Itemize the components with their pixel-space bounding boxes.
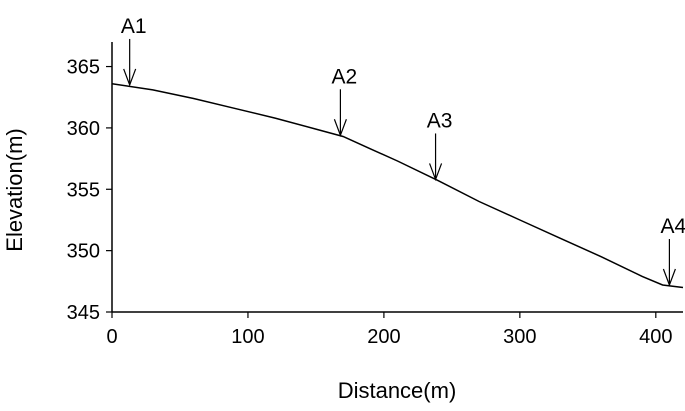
y-tick-label: 365 bbox=[67, 57, 100, 79]
annotation-label: A1 bbox=[121, 15, 147, 38]
annotation-label: A2 bbox=[332, 65, 358, 88]
y-tick-label: 355 bbox=[67, 179, 100, 201]
y-axis-title: Elevation(m) bbox=[2, 128, 27, 251]
axes bbox=[111, 42, 683, 313]
x-tick-label: 400 bbox=[639, 326, 672, 348]
annotation-arrow-head bbox=[333, 119, 347, 137]
annotation-arrow-head bbox=[123, 68, 137, 87]
annotation-layer: A1 A2 A3 A4 bbox=[121, 15, 685, 287]
annotation-a4: A4 bbox=[661, 215, 685, 287]
annotation-a1: A1 bbox=[121, 15, 147, 87]
x-tick-label: 100 bbox=[231, 326, 264, 348]
annotation-label: A4 bbox=[661, 215, 685, 238]
x-axis-title: Distance(m) bbox=[338, 378, 457, 403]
elevation-profile-line bbox=[111, 82, 684, 289]
y-ticks: 345 350 355 360 365 bbox=[67, 57, 112, 324]
y-tick-label: 350 bbox=[67, 241, 100, 263]
x-tick-label: 300 bbox=[503, 326, 536, 348]
x-tick-label: 0 bbox=[106, 326, 117, 348]
y-tick-label: 360 bbox=[67, 118, 100, 140]
x-tick-label: 200 bbox=[367, 326, 400, 348]
annotation-a2: A2 bbox=[332, 65, 358, 137]
annotation-a3: A3 bbox=[427, 109, 453, 182]
x-ticks: 0 100 200 300 400 bbox=[106, 312, 672, 348]
annotation-arrow-head bbox=[429, 163, 443, 182]
annotation-label: A3 bbox=[427, 109, 453, 132]
y-tick-label: 345 bbox=[67, 302, 100, 324]
series-layer bbox=[111, 82, 684, 289]
annotation-arrow-head bbox=[662, 268, 676, 287]
